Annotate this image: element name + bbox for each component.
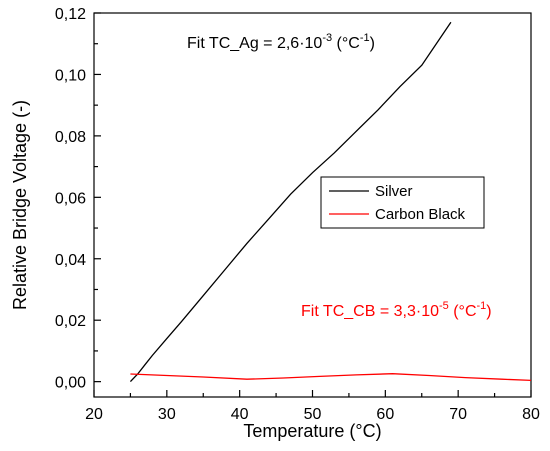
x-tick-label: 40 [231, 406, 249, 423]
y-tick-label: 0,04 [55, 252, 86, 269]
annotation-cb-unit: (°C [449, 303, 477, 320]
annotation-ag-close: ) [370, 35, 375, 52]
legend: Silver Carbon Black [320, 176, 485, 229]
x-tick-label: 30 [158, 406, 176, 423]
annotation-ag-unit: (°C [332, 35, 360, 52]
annotation-cb-unit-exponent: -1 [477, 300, 487, 312]
annotation-fit-ag: Fit TC_Ag = 2,6·10-3 (°C-1) [187, 32, 375, 52]
y-tick-label: 0,06 [55, 190, 86, 207]
x-axis: 20 30 40 50 60 70 80 [85, 390, 540, 423]
legend-box [320, 176, 485, 229]
annotation-ag-exponent: -3 [322, 32, 332, 44]
series-line-carbon-black [130, 373, 532, 382]
annotation-cb-close: ) [486, 303, 491, 320]
x-tick-label: 20 [85, 406, 103, 423]
annotation-cb-exponent: -5 [439, 300, 449, 312]
legend-label-carbon-black: Carbon Black [375, 206, 466, 223]
x-tick-label: 60 [376, 406, 394, 423]
y-tick-label: 0,10 [55, 67, 86, 84]
annotation-fit-cb: Fit TC_CB = 3,3·10-5 (°C-1) [301, 300, 492, 320]
y-tick-label: 0,12 [55, 6, 86, 23]
y-axis: 0,00 0,02 0,04 0,06 0,08 0,10 0,12 [55, 6, 101, 392]
x-tick-label: 70 [449, 406, 467, 423]
x-tick-label: 50 [304, 406, 322, 423]
y-tick-label: 0,00 [55, 375, 86, 392]
y-tick-label: 0,02 [55, 313, 86, 330]
y-tick-label: 0,08 [55, 129, 86, 146]
annotation-cb-main: Fit TC_CB = 3,3·10 [301, 303, 439, 320]
series-layer [129, 21, 532, 383]
x-tick-label: 80 [522, 406, 540, 423]
y-axis-title: Relative Bridge Voltage (-) [10, 100, 30, 310]
annotation-ag-unit-exponent: -1 [360, 32, 370, 44]
legend-label-silver: Silver [375, 183, 413, 200]
x-axis-title: Temperature (°C) [243, 421, 381, 441]
annotation-ag-main: Fit TC_Ag = 2,6·10 [187, 35, 322, 52]
series-line-silver [129, 21, 452, 383]
